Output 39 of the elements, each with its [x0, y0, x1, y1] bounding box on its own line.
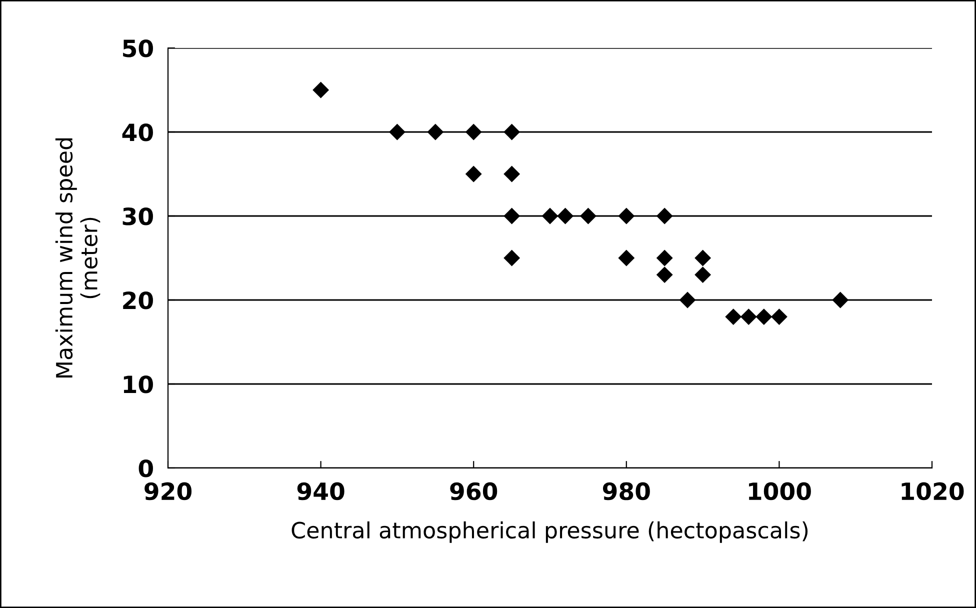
point [580, 208, 596, 224]
point [312, 82, 330, 98]
point [557, 208, 574, 224]
x-tick-label: 1020 [902, 482, 964, 500]
x-tick-label: 960 [450, 482, 498, 500]
point [656, 266, 673, 284]
y-tick-label: 30 [122, 207, 153, 226]
y-tick-label: 20 [123, 291, 153, 310]
y-tick-label: 40 [122, 123, 153, 142]
y-tick-label: 10 [124, 375, 153, 394]
point [656, 208, 673, 224]
point [694, 266, 712, 284]
x-tick-label: 940 [297, 482, 344, 500]
point [756, 308, 772, 326]
x-tick-label: 920 [144, 482, 192, 500]
point [504, 124, 520, 140]
point [679, 292, 696, 308]
y-tick-label: 50 [123, 39, 153, 58]
point [504, 166, 520, 182]
y-tick-label: 0 [138, 459, 153, 478]
point [388, 124, 406, 140]
point [427, 124, 444, 140]
x-tick-label: 980 [602, 482, 650, 500]
point [740, 308, 757, 326]
point [465, 124, 482, 140]
point [694, 250, 712, 266]
point [542, 208, 558, 224]
x-tick-label: 1000 [749, 482, 811, 500]
point [504, 208, 520, 224]
x-axis-title: Central atmospherical pressure (hectopascals) [292, 521, 808, 543]
point [465, 166, 482, 182]
point [770, 308, 788, 326]
point [618, 250, 635, 266]
point [504, 250, 520, 266]
point [725, 308, 742, 326]
point [618, 208, 635, 224]
y-axis-title: Maximum wind speed (meter) [55, 138, 100, 378]
point [832, 292, 849, 308]
point [656, 250, 673, 266]
